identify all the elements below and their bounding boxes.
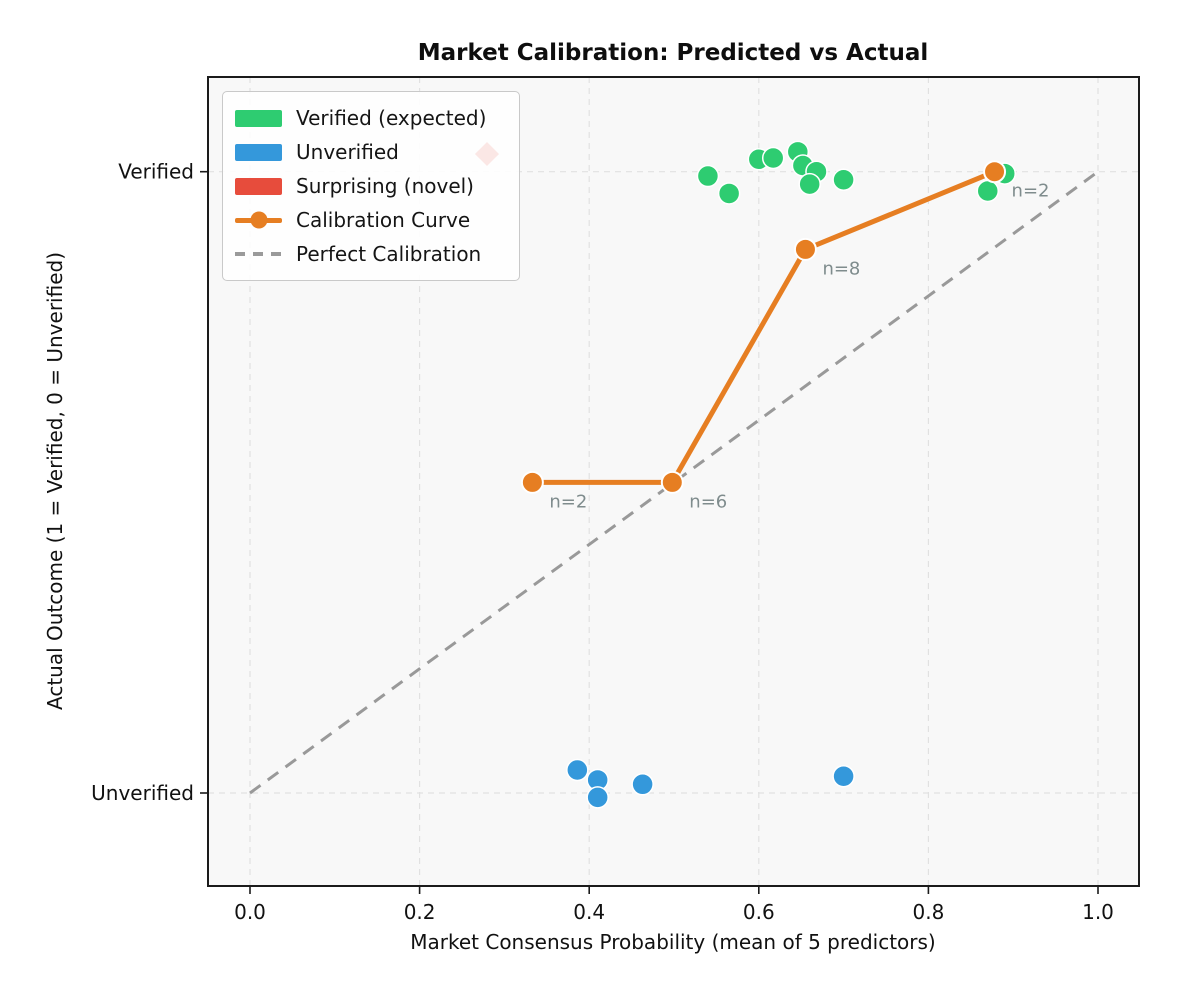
bin-count-label: n=8	[822, 258, 860, 279]
x-tick-label: 0.0	[234, 900, 266, 924]
x-tick-label: 0.6	[743, 900, 775, 924]
bin-count-label: n=2	[1012, 181, 1050, 202]
legend-label: Verified (expected)	[296, 106, 487, 130]
surprising-swatch-icon	[235, 177, 282, 195]
legend-label: Unverified	[296, 140, 399, 164]
calibration-curve-point	[983, 160, 1007, 184]
legend-label: Perfect Calibration	[296, 242, 482, 266]
calibration-curve-sample-icon	[235, 211, 282, 229]
chart-title: Market Calibration: Predicted vs Actual	[417, 40, 929, 66]
scatter-point-unverified	[566, 758, 589, 782]
legend: Verified (expected) Unverified Surprisin…	[222, 91, 520, 281]
legend-item-verified: Verified (expected)	[235, 103, 503, 133]
x-axis-label: Market Consensus Probability (mean of 5 …	[410, 930, 936, 954]
scatter-point-verified	[976, 179, 1000, 203]
legend-label: Surprising (novel)	[296, 174, 474, 198]
dashed-line-sample-icon	[235, 252, 282, 256]
verified-swatch-icon	[235, 109, 282, 127]
legend-item-unverified: Unverified	[235, 137, 503, 167]
legend-item-calibration-curve: Calibration Curve	[235, 205, 503, 235]
scatter-point-verified	[761, 146, 785, 170]
scatter-point-unverified	[631, 773, 654, 796]
axes-spines	[207, 76, 1140, 887]
legend-item-surprising: Surprising (novel)	[235, 171, 503, 201]
y-tick-label: Unverified	[91, 781, 194, 805]
calibration-curve-line	[529, 169, 998, 485]
unverified-swatch-icon	[235, 143, 282, 161]
calibration-curve-point	[660, 470, 684, 494]
scatter-point-verified	[798, 172, 821, 196]
y-tick-label: Verified	[118, 160, 194, 184]
calibration-curve-point	[793, 237, 817, 261]
scatter-point-verified	[717, 182, 741, 205]
scatter-point-unverified	[586, 786, 609, 809]
calibration-marker-icon	[250, 211, 267, 229]
x-tick-label: 1.0	[1082, 900, 1114, 924]
calibration-curve-point	[520, 470, 544, 494]
bin-count-label: n=2	[549, 491, 587, 512]
scatter-point-unverified	[832, 764, 855, 788]
x-tick-label: 0.4	[573, 900, 605, 924]
x-tick-label: 0.8	[912, 900, 944, 924]
x-tick-label: 0.2	[404, 900, 436, 924]
legend-item-perfect-calibration: Perfect Calibration	[235, 239, 503, 269]
scatter-point-verified	[696, 164, 720, 188]
legend-label: Calibration Curve	[296, 208, 471, 232]
bin-count-label: n=6	[689, 491, 727, 512]
scatter-point-verified	[832, 168, 855, 192]
